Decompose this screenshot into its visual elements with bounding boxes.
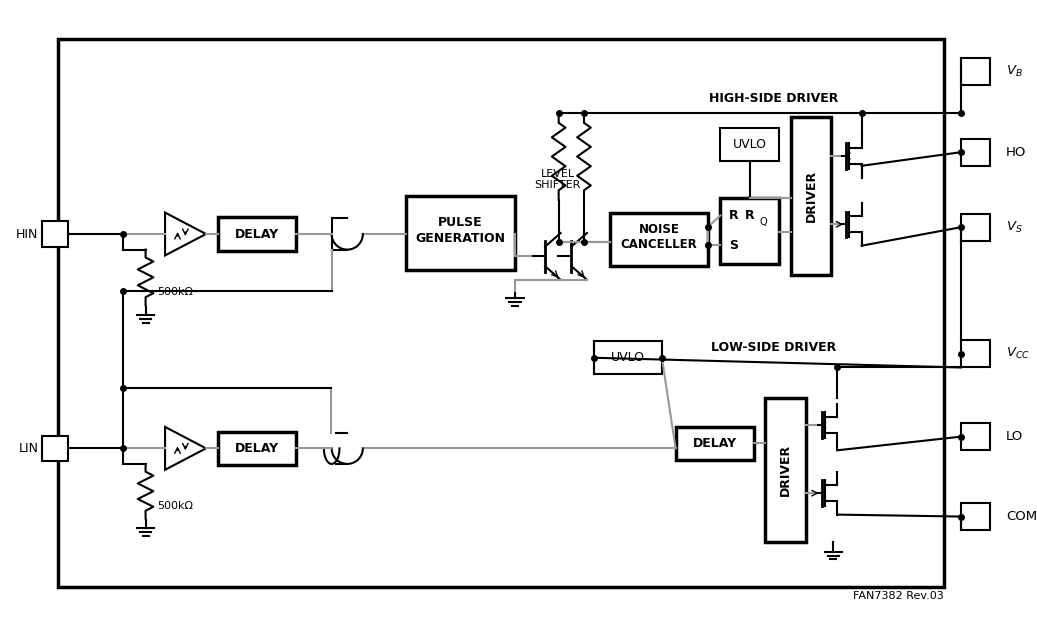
Bar xyxy=(961,138,990,166)
Bar xyxy=(594,341,662,374)
Bar xyxy=(405,196,514,270)
Bar xyxy=(961,423,990,450)
Text: $V_S$: $V_S$ xyxy=(1006,219,1022,235)
Text: HIN: HIN xyxy=(16,228,38,241)
Text: HO: HO xyxy=(1006,146,1027,159)
Text: 500kΩ: 500kΩ xyxy=(157,288,193,298)
Text: COM: COM xyxy=(1006,510,1037,523)
Text: FAN7382 Rev.03: FAN7382 Rev.03 xyxy=(852,591,944,601)
Text: DRIVER: DRIVER xyxy=(805,170,817,222)
Bar xyxy=(43,436,67,461)
Bar xyxy=(721,128,779,161)
Text: HIGH-SIDE DRIVER: HIGH-SIDE DRIVER xyxy=(709,92,839,105)
Bar xyxy=(790,117,832,275)
Text: Q: Q xyxy=(759,218,767,228)
Bar xyxy=(721,198,779,264)
Text: UVLO: UVLO xyxy=(611,352,645,364)
Text: LIN: LIN xyxy=(19,442,38,455)
Bar xyxy=(961,58,990,85)
Bar xyxy=(765,397,806,542)
Text: R: R xyxy=(745,209,755,222)
Text: DELAY: DELAY xyxy=(234,228,279,241)
Text: $V_B$: $V_B$ xyxy=(1006,64,1022,79)
Bar xyxy=(961,503,990,530)
Bar xyxy=(58,39,945,587)
Text: SHIFTER: SHIFTER xyxy=(534,180,581,190)
Text: NOISE: NOISE xyxy=(639,223,679,236)
Text: S: S xyxy=(730,239,738,252)
Text: LO: LO xyxy=(1006,430,1024,443)
Bar xyxy=(961,213,990,241)
Text: CANCELLER: CANCELLER xyxy=(620,238,698,251)
Bar xyxy=(218,432,296,465)
Text: GENERATION: GENERATION xyxy=(415,232,505,246)
Bar xyxy=(218,218,296,250)
Text: 500kΩ: 500kΩ xyxy=(157,501,193,511)
Text: LEVEL: LEVEL xyxy=(540,169,574,179)
Text: DELAY: DELAY xyxy=(234,442,279,455)
Text: R: R xyxy=(729,209,738,222)
Text: PULSE: PULSE xyxy=(438,216,482,229)
Text: LOW-SIDE DRIVER: LOW-SIDE DRIVER xyxy=(711,340,837,353)
Bar xyxy=(961,340,990,368)
Text: UVLO: UVLO xyxy=(732,138,766,151)
Text: DELAY: DELAY xyxy=(693,437,736,450)
Text: DRIVER: DRIVER xyxy=(779,444,792,496)
Text: $V_{CC}$: $V_{CC}$ xyxy=(1006,347,1030,361)
Bar xyxy=(43,221,67,247)
Bar xyxy=(675,427,754,460)
Bar xyxy=(611,213,707,266)
